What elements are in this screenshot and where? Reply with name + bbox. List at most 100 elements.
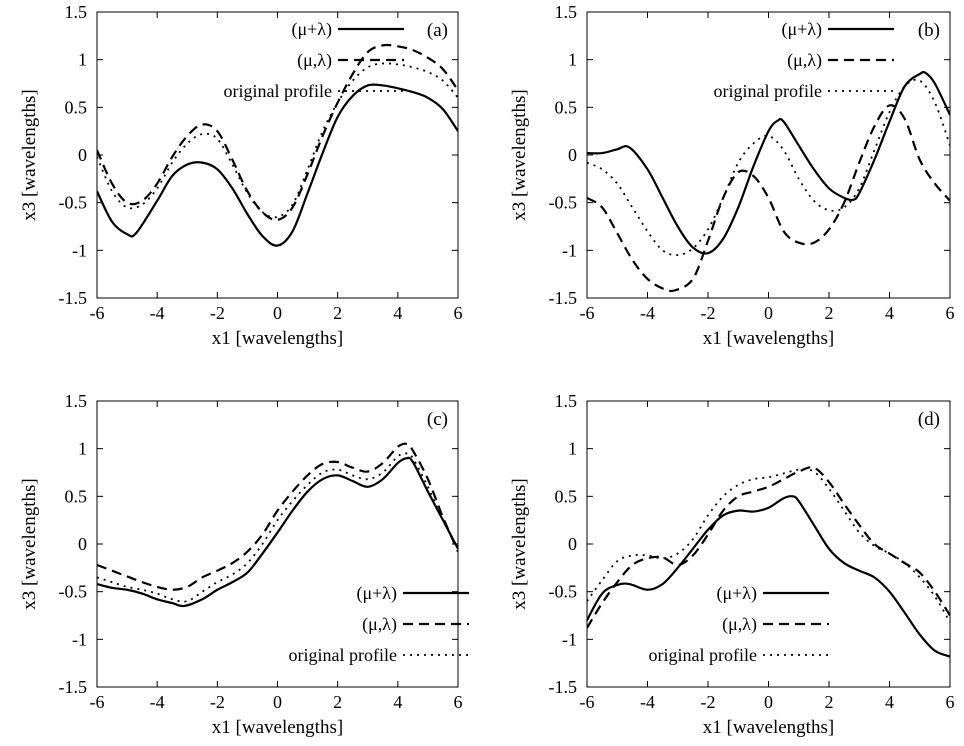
x-tick-label: -6: [580, 303, 595, 323]
x-tick-label: 0: [273, 692, 282, 712]
x-tick-label: 0: [764, 692, 773, 712]
x-tick-label: -6: [90, 692, 105, 712]
chart-panel-b: -6 -4 -2 0 2 4 6 -1.5 -1 -0.5 0 0.5 1 1.5 x1 [waveleng…: [509, 2, 955, 349]
legend-entry-label: (μ+λ): [356, 583, 397, 604]
series-line-mu-comma-lambda: [587, 104, 950, 293]
series-line-original-profile: [97, 452, 458, 603]
y-tick-label: -1: [72, 629, 87, 649]
x-axis-label: x1 [wavelengths]: [703, 717, 834, 738]
y-axis-label: x3 [wavelengths]: [509, 89, 530, 220]
y-tick-label: -1: [562, 629, 577, 649]
legend-entry-label: original profile: [649, 645, 757, 665]
plot-frame: [586, 400, 951, 688]
y-tick-label: -1.5: [549, 677, 578, 697]
x-axis-label: x1 [wavelengths]: [212, 328, 343, 349]
legend: (μ+λ) (μ,λ) original profile: [714, 19, 894, 101]
series-line-mu-plus-lambda: [587, 70, 950, 255]
x-tick-label: 6: [946, 692, 955, 712]
series-line-mu-comma-lambda: [97, 43, 458, 222]
series-line-original-profile: [587, 78, 950, 257]
x-tick-label: 4: [885, 303, 894, 323]
y-axis-label: x3 [wavelengths]: [19, 478, 40, 609]
x-tick-label: 2: [333, 692, 342, 712]
series-line-mu-comma-lambda: [97, 442, 458, 591]
plot-frame: [96, 11, 459, 299]
x-axis-label: x1 [wavelengths]: [703, 328, 834, 349]
x-tick-label: 0: [273, 303, 282, 323]
y-tick-label: -0.5: [59, 193, 88, 213]
legend: (μ+λ) (μ,λ) original profile: [224, 19, 404, 101]
y-tick-label: 1: [78, 50, 87, 70]
series-line-mu-plus-lambda: [587, 495, 950, 658]
y-tick-label: 1: [568, 439, 577, 459]
legend-entry-label: original profile: [289, 645, 397, 665]
x-tick-label: 6: [946, 303, 955, 323]
y-tick-label: -1.5: [59, 288, 88, 308]
x-tick-label: 2: [333, 303, 342, 323]
x-tick-label: -2: [210, 303, 225, 323]
y-tick-label: -0.5: [59, 582, 88, 602]
chart-panel-c: -6 -4 -2 0 2 4 6 -1.5 -1 -0.5 0 0.5 1 1.5 x1 [waveleng…: [19, 391, 469, 738]
series-line-mu-comma-lambda: [587, 466, 950, 629]
series-line-mu-plus-lambda: [97, 83, 458, 247]
legend-entry-label: (μ+λ): [291, 19, 332, 40]
series-line-mu-plus-lambda: [97, 456, 458, 608]
plot-frame: [586, 11, 951, 299]
x-tick-label: 4: [885, 692, 894, 712]
legend-entry-label: (μ+λ): [716, 583, 757, 604]
y-tick-label: 1.5: [65, 2, 88, 22]
x-tick-label: 6: [454, 303, 463, 323]
y-tick-label: -1: [562, 240, 577, 260]
legend-entry-label: (μ,λ): [297, 50, 332, 71]
y-tick-label: 0: [78, 145, 87, 165]
legend-entry-label: (μ,λ): [722, 614, 757, 635]
x-tick-label: -2: [701, 692, 716, 712]
x-tick-label: 6: [454, 692, 463, 712]
y-tick-label: 0: [78, 534, 87, 554]
x-tick-label: -2: [701, 303, 716, 323]
y-axis-label: x3 [wavelengths]: [509, 478, 530, 609]
x-tick-label: 2: [825, 692, 834, 712]
x-tick-label: -4: [150, 692, 165, 712]
y-tick-label: 0: [568, 145, 577, 165]
panel-label: (c): [427, 409, 448, 430]
panel-label: (b): [918, 20, 940, 41]
y-tick-label: -0.5: [549, 193, 578, 213]
y-tick-label: 1: [568, 50, 577, 70]
x-tick-label: -4: [150, 303, 165, 323]
legend-entry-label: (μ+λ): [781, 19, 822, 40]
legend-entry-label: original profile: [224, 81, 332, 101]
x-tick-label: 4: [393, 692, 402, 712]
x-tick-label: -2: [210, 692, 225, 712]
y-tick-label: -1: [72, 240, 87, 260]
y-tick-label: 1.5: [555, 2, 578, 22]
legend-entry-label: (μ,λ): [362, 614, 397, 635]
x-tick-label: -6: [580, 692, 595, 712]
x-tick-label: 0: [764, 303, 773, 323]
legend-entry-label: original profile: [714, 81, 822, 101]
legend: (μ+λ) (μ,λ) original profile: [289, 583, 469, 665]
panel-label: (d): [918, 409, 940, 430]
y-tick-label: 1.5: [555, 391, 578, 411]
legend: (μ+λ) (μ,λ) original profile: [649, 583, 829, 665]
x-tick-label: 2: [825, 303, 834, 323]
y-tick-label: -0.5: [549, 582, 578, 602]
y-tick-label: -1.5: [549, 288, 578, 308]
y-axis-label: x3 [wavelengths]: [19, 89, 40, 220]
y-tick-label: 0.5: [555, 486, 578, 506]
y-tick-label: 0.5: [555, 97, 578, 117]
chart-panel-d: -6 -4 -2 0 2 4 6 -1.5 -1 -0.5 0 0.5 1 1.5 x1 [waveleng…: [509, 391, 955, 738]
y-tick-label: -1.5: [59, 677, 88, 697]
panel-label: (a): [427, 20, 448, 41]
legend-entry-label: (μ,λ): [787, 50, 822, 71]
y-tick-label: 0.5: [65, 486, 88, 506]
x-tick-label: -6: [90, 303, 105, 323]
x-axis-label: x1 [wavelengths]: [212, 717, 343, 738]
x-tick-label: -4: [640, 303, 655, 323]
y-tick-label: 1.5: [65, 391, 88, 411]
x-tick-label: 4: [393, 303, 402, 323]
y-tick-label: 0: [568, 534, 577, 554]
chart-panel-a: -6 -4 -2 0 2 4 6 -1.5 -1 -0.5 0 0.5 1 1.5 x1 [waveleng…: [19, 2, 463, 349]
y-tick-label: 0.5: [65, 97, 88, 117]
